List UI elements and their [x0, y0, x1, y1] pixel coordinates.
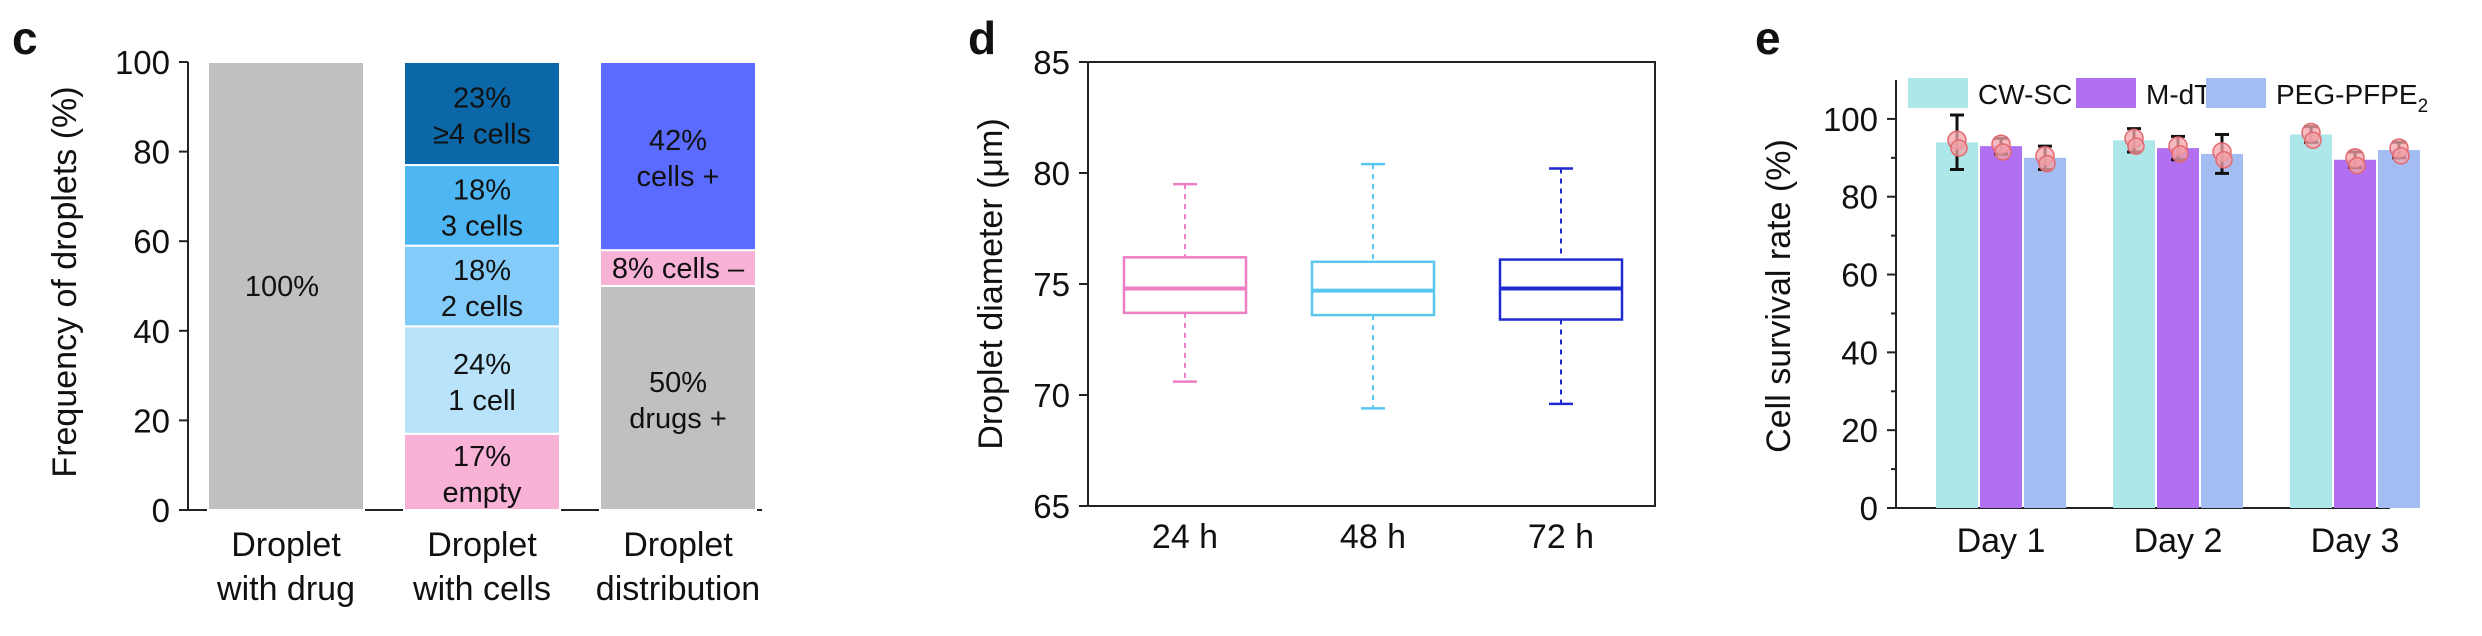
panel-e-legend-swatch — [1908, 78, 1968, 108]
panel-c-segment-label: 2 cells — [441, 291, 523, 323]
panel-e-bar — [2334, 159, 2376, 508]
panel-d-x-tick-label: 24 h — [1152, 518, 1218, 556]
panel-c-segment-label: 18% — [453, 174, 511, 206]
panel-c-y-tick-label: 100 — [115, 44, 170, 81]
panel-e-data-point — [1950, 139, 1968, 157]
panel-c-x-tick-label: with cells — [412, 570, 551, 608]
panel-d-x-tick-label: 48 h — [1340, 518, 1406, 556]
panel-c-plot: 0 20 40 60 80 100 100% Droplet with drug 17% empty… — [115, 44, 762, 608]
panel-e-x-tick-label: Day 2 — [2134, 522, 2223, 560]
panel-e-legend-swatch — [2206, 78, 2266, 108]
panel-e-y-tick-label: 40 — [1841, 334, 1878, 371]
panel-e-y-tick-label: 0 — [1860, 490, 1878, 527]
panel-c-segment-label: 1 cell — [448, 385, 516, 417]
panel-c-segment-label: 42% — [649, 125, 707, 157]
panel-c-x-tick-label: Droplet — [623, 526, 733, 564]
panel-d-y-tick-label: 85 — [1033, 44, 1070, 81]
panel-e-x-tick-label: Day 1 — [1957, 522, 2046, 560]
panel-e-y-tick-label: 80 — [1841, 179, 1878, 216]
panel-c-segment-label: 8% cells – — [612, 253, 745, 285]
panel-e-data-point — [2304, 131, 2322, 150]
panel-e-bar — [2201, 153, 2243, 508]
panel-c-y-tick-label: 40 — [133, 313, 170, 350]
panel-c-segment-label: cells + — [636, 161, 719, 193]
panel-c-segment-label: ≥4 cells — [433, 119, 531, 151]
panel-e-bar — [2113, 140, 2155, 509]
panel-d-y-tick-label: 65 — [1033, 488, 1070, 525]
panel-c-stack-segment — [599, 61, 757, 252]
panel-e-bar — [2378, 150, 2420, 508]
panel-c-segment-label: 17% — [453, 441, 511, 473]
panel-e-data-point — [1994, 143, 2012, 161]
panel-label-d: d — [968, 12, 996, 64]
panel-c-segment-label: 3 cells — [441, 210, 523, 242]
panel-e-legend-swatch — [2076, 78, 2136, 108]
panel-e-data-point — [2215, 151, 2233, 169]
panel-d: d Droplet diameter (μm) 65 70 75 80 85 24 h 48… — [968, 12, 1656, 556]
panel-d-y-axis-label: Droplet diameter (μm) — [972, 118, 1010, 449]
panel-e-bar — [2024, 157, 2066, 508]
panel-e-data-point — [2127, 137, 2145, 155]
panel-c-segment-label: 100% — [245, 271, 319, 303]
panel-c-segment-label: empty — [443, 477, 522, 509]
panel-e-y-tick-label: 60 — [1841, 257, 1878, 294]
panel-d-plot-frame — [1087, 61, 1656, 507]
panel-c-y-tick-label: 60 — [133, 223, 170, 260]
panel-c-y-tick-label: 20 — [133, 402, 170, 439]
panel-d-y-tick-label: 75 — [1033, 266, 1070, 303]
panel-c-stack-segment — [403, 244, 561, 328]
panel-e: e Cell survival rate (%) 0 20 40 60 80 100 Day… — [1755, 12, 2428, 560]
panel-e-bar — [1936, 142, 1978, 508]
panel-c-stack-segment — [403, 61, 561, 167]
panel-d-box — [1310, 260, 1436, 317]
panel-label-e: e — [1755, 12, 1781, 64]
panel-label-c: c — [12, 12, 38, 64]
panel-c-stack-segment — [403, 164, 561, 247]
panel-e-data-point — [2392, 147, 2410, 165]
panel-c-stack-segment — [207, 61, 365, 511]
panel-e-y-axis-label: Cell survival rate (%) — [1760, 139, 1798, 453]
panel-d-x-tick-label: 72 h — [1528, 518, 1594, 556]
panel-c-y-tick-label: 80 — [133, 134, 170, 171]
panel-e-bar — [2157, 148, 2199, 508]
panel-d-plot: 65 70 75 80 85 24 h 48 h 72 h — [1033, 44, 1656, 556]
panel-d-box — [1122, 256, 1248, 315]
panel-e-legend-label: PEG-PFPE2 — [2276, 79, 2428, 117]
panel-d-y-tick-label: 80 — [1033, 155, 1070, 192]
panel-e-y-tick-label: 20 — [1841, 412, 1878, 449]
panel-c-stack-segment — [599, 249, 757, 288]
panel-c-x-tick-label: Droplet — [427, 526, 537, 564]
panel-e-legend-label: CW-SC — [1978, 79, 2072, 110]
panel-c-y-axis-label: Frequency of droplets (%) — [46, 86, 84, 477]
panel-e-x-tick-label: Day 3 — [2311, 522, 2400, 560]
panel-c-segment-label: 18% — [453, 255, 511, 287]
panel-e-data-point — [2171, 145, 2189, 163]
panel-e-bar — [2290, 134, 2332, 509]
panel-c-x-tick-label: Droplet — [231, 526, 341, 564]
panel-c-stack-segment — [403, 432, 561, 511]
panel-e-bar — [1980, 146, 2022, 509]
panel-c-segment-label: 50% — [649, 367, 707, 399]
panel-e-y-tick-label: 100 — [1823, 101, 1878, 138]
panel-c-x-tick-label: with drug — [216, 570, 355, 608]
panel-c-segment-label: 23% — [453, 83, 511, 115]
panel-c: c Frequency of droplets (%) 0 20 40 60 80 100… — [12, 12, 762, 608]
panel-e-data-point — [2348, 156, 2366, 175]
panel-e-legend-subscript: 2 — [2418, 96, 2429, 117]
panel-c-stack-segment — [403, 325, 561, 435]
panel-c-y-tick-label: 0 — [152, 492, 170, 529]
panel-e-data-point — [2038, 154, 2056, 173]
panel-c-segment-label: drugs + — [629, 403, 727, 435]
panel-c-x-tick-label: distribution — [596, 570, 760, 608]
panel-c-segment-label: 24% — [453, 349, 511, 381]
panel-d-y-tick-label: 70 — [1033, 377, 1070, 414]
